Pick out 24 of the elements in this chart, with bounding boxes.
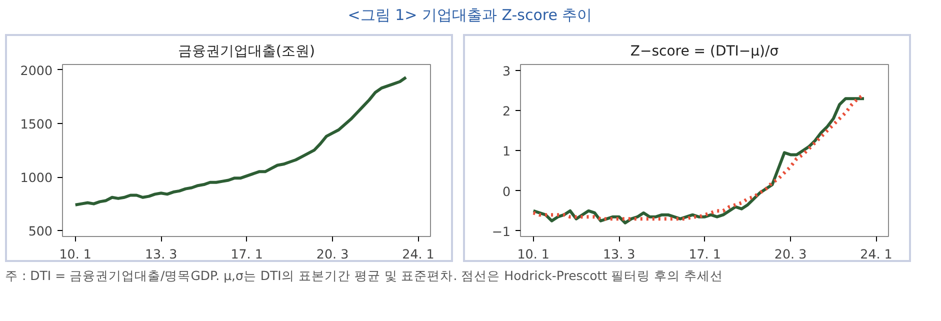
x-tick-label: 10. 1 bbox=[59, 246, 92, 262]
x-tick-label: 20. 3 bbox=[774, 246, 807, 262]
x-tick-label: 13. 3 bbox=[602, 246, 636, 262]
y-tick-label: 2 bbox=[502, 104, 511, 119]
text: <그림 1> 기업대출과 Z-score 추이 bbox=[348, 5, 592, 26]
x-tick-label: 10. 1 bbox=[517, 246, 550, 262]
line-series bbox=[74, 76, 408, 206]
x-tick-label: 17. 1 bbox=[688, 246, 721, 262]
x-tick-label: 24. 1 bbox=[860, 246, 892, 262]
y-tick-label: 2000 bbox=[20, 62, 53, 78]
text: 주 : DTI = 금융권기업대출/명목GDP. μ,σ는 DTI의 표본기간 평균 및 표준편차. 점선은 Hodrick-Prescott 필터링 후의 추세선 bbox=[5, 267, 724, 285]
y-tick-label: 0 bbox=[502, 184, 511, 199]
y-tick-label: 500 bbox=[28, 224, 53, 239]
x-tick-label: 13. 3 bbox=[144, 246, 178, 262]
y-tick-label: 1 bbox=[502, 144, 511, 159]
chart-title: Z−score = (DTI−μ)/σ bbox=[630, 44, 779, 60]
y-tick-label: −1 bbox=[492, 224, 511, 239]
x-tick-label: 20. 3 bbox=[316, 246, 349, 262]
x-tick-label: 17. 1 bbox=[230, 246, 263, 262]
y-tick-label: 1000 bbox=[20, 170, 53, 186]
chart-title: 금융권기업대출(조원) bbox=[178, 44, 315, 60]
y-tick-label: 1500 bbox=[20, 116, 53, 132]
x-tick-label: 24. 1 bbox=[402, 246, 434, 262]
y-tick-label: 3 bbox=[502, 64, 511, 79]
